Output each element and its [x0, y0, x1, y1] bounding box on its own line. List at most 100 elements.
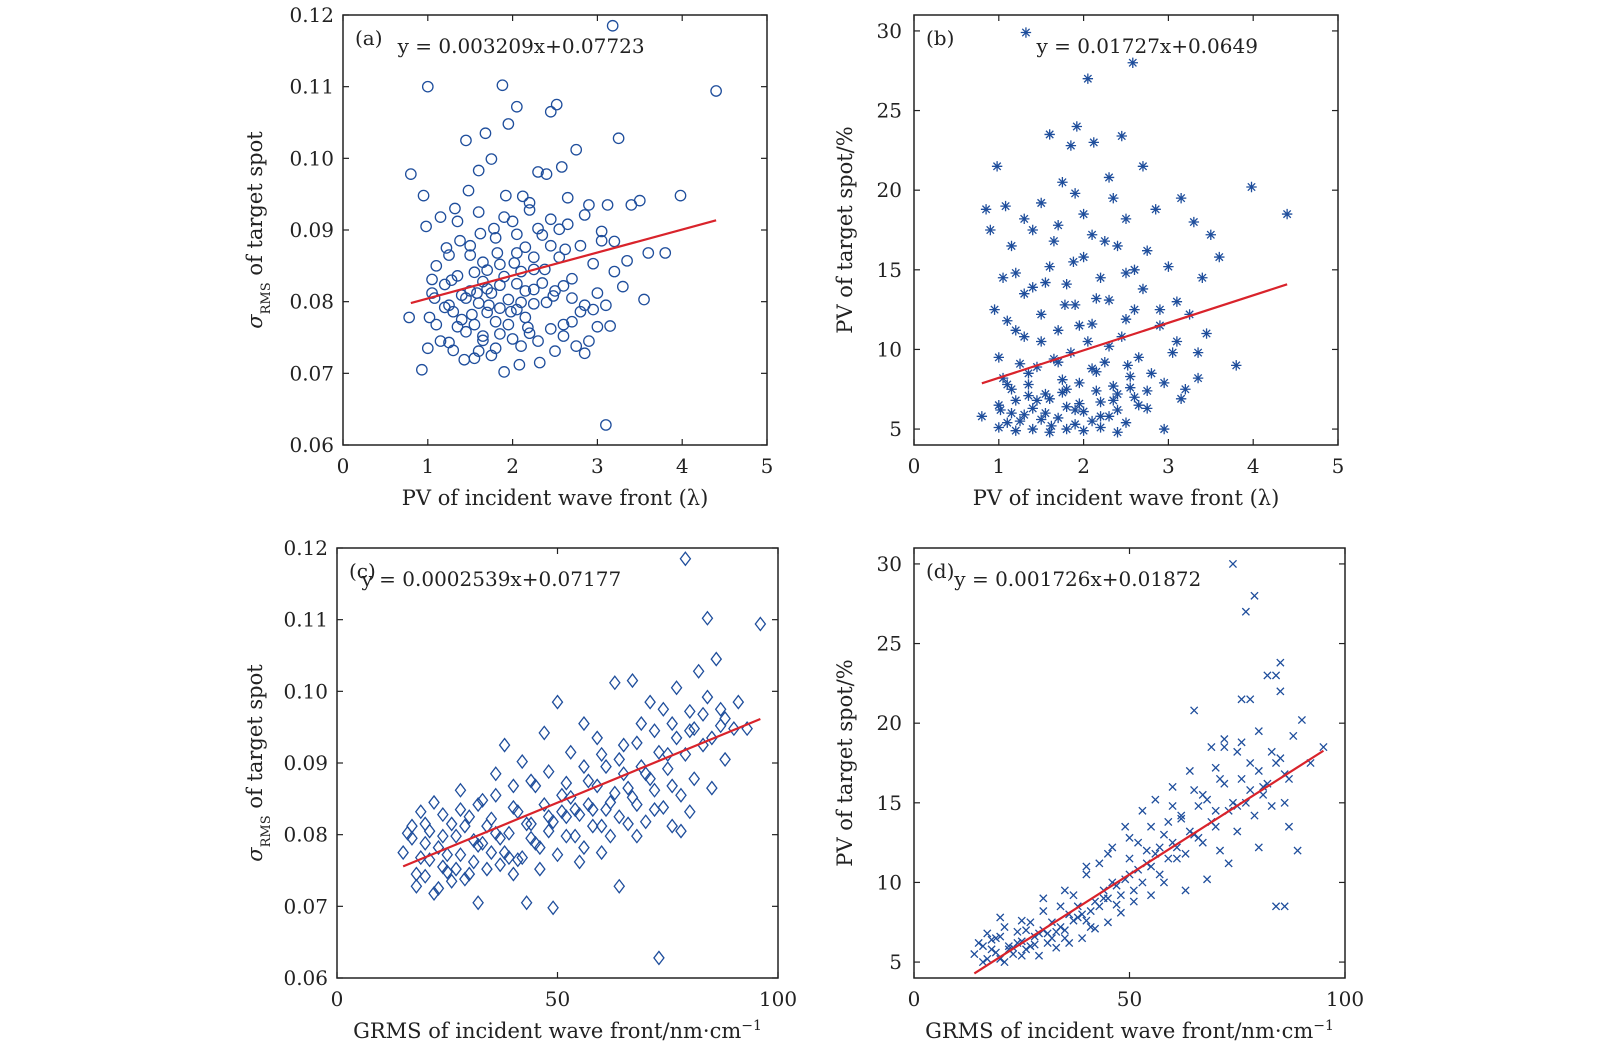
y-tick-label: 15 — [877, 791, 902, 815]
data-point — [485, 845, 498, 861]
data-point — [1052, 325, 1064, 336]
data-point — [523, 204, 536, 216]
data-point — [1023, 390, 1034, 401]
data-point — [1103, 894, 1113, 903]
data-point — [635, 716, 648, 732]
data-point — [1082, 870, 1091, 879]
data-point — [503, 825, 515, 841]
panel-c: 0 50 100 0.06 0.07 0.08 0.09 0.10 0.11 0.12 (c)y =… — [243, 536, 797, 1043]
x-tick-label: 0 — [337, 454, 350, 478]
data-point — [989, 304, 1000, 315]
data-point — [1190, 706, 1199, 715]
x-tick-label: 0 — [331, 987, 344, 1011]
x-tick-label: 1 — [992, 454, 1005, 478]
data-point — [557, 318, 570, 331]
data-point — [1175, 192, 1187, 204]
data-point — [1159, 878, 1169, 887]
data-point — [430, 318, 443, 331]
data-point — [1099, 235, 1110, 247]
data-point — [1039, 907, 1048, 916]
y-tick-label: 5 — [889, 950, 902, 974]
data-point — [1163, 261, 1174, 272]
data-points — [970, 559, 1328, 967]
data-point — [1078, 934, 1087, 943]
data-point — [1026, 942, 1035, 951]
data-point — [1237, 695, 1246, 704]
data-point — [1059, 299, 1071, 311]
data-point — [505, 305, 517, 318]
data-point — [1150, 204, 1161, 215]
data-point — [648, 782, 661, 798]
data-point — [1164, 854, 1173, 863]
data-point — [706, 780, 718, 796]
panel-label: (b) — [926, 26, 954, 50]
data-point — [441, 847, 454, 863]
data-point — [488, 222, 500, 235]
data-point — [1159, 830, 1169, 839]
data-point — [434, 211, 447, 223]
data-point — [507, 866, 520, 882]
data-point — [1112, 388, 1123, 400]
data-point — [1103, 411, 1115, 422]
data-point — [1044, 427, 1055, 438]
data-point — [608, 235, 621, 248]
data-point — [420, 220, 432, 233]
data-point — [454, 234, 466, 247]
data-point — [675, 787, 687, 803]
y-tick-label: 20 — [877, 178, 902, 202]
data-point — [1002, 315, 1013, 326]
x-tick-label: 3 — [1162, 454, 1175, 478]
data-point — [1052, 927, 1061, 936]
y-tick-label: 25 — [877, 632, 902, 656]
data-point — [519, 311, 532, 324]
data-point — [1103, 849, 1113, 858]
data-point — [1146, 891, 1156, 900]
data-point — [1190, 786, 1199, 795]
data-point — [1099, 356, 1110, 368]
data-point — [670, 730, 683, 746]
data-point — [653, 744, 665, 760]
data-point — [498, 845, 511, 861]
data-point — [1211, 763, 1220, 772]
data-point — [451, 270, 464, 282]
data-point — [458, 353, 471, 366]
y-axis-label: σRMS of target spot — [243, 131, 274, 329]
data-point — [437, 859, 449, 875]
data-point — [976, 411, 988, 422]
data-point — [1010, 425, 1021, 436]
data-point — [450, 828, 462, 844]
data-point — [1060, 934, 1069, 943]
data-point — [993, 422, 1004, 433]
data-point — [997, 272, 1009, 283]
fit-line — [973, 749, 1325, 975]
data-point — [674, 189, 687, 202]
data-point — [547, 290, 560, 302]
data-point — [1103, 918, 1113, 927]
data-point — [538, 725, 551, 741]
data-point — [1207, 743, 1216, 752]
data-point — [474, 227, 487, 240]
y-tick-label: 0.08 — [289, 290, 334, 314]
data-point — [466, 308, 478, 321]
data-point — [483, 299, 495, 312]
data-point — [1086, 229, 1098, 240]
data-point — [550, 98, 563, 111]
y-tick-label: 0.09 — [289, 218, 334, 242]
data-point — [653, 950, 665, 966]
data-point — [1040, 277, 1051, 288]
data-point — [1122, 360, 1133, 371]
data-point — [1052, 943, 1061, 952]
data-point — [595, 225, 608, 238]
data-point — [549, 345, 561, 357]
data-point — [1086, 907, 1095, 916]
data-point — [397, 845, 409, 861]
data-point — [591, 730, 604, 746]
data-point — [1069, 891, 1078, 900]
data-point — [1137, 283, 1149, 295]
data-point — [1061, 278, 1072, 290]
data-point — [1125, 854, 1134, 863]
data-point — [1112, 427, 1123, 438]
data-point — [525, 830, 537, 846]
data-point — [604, 828, 617, 844]
data-point — [1259, 782, 1268, 791]
